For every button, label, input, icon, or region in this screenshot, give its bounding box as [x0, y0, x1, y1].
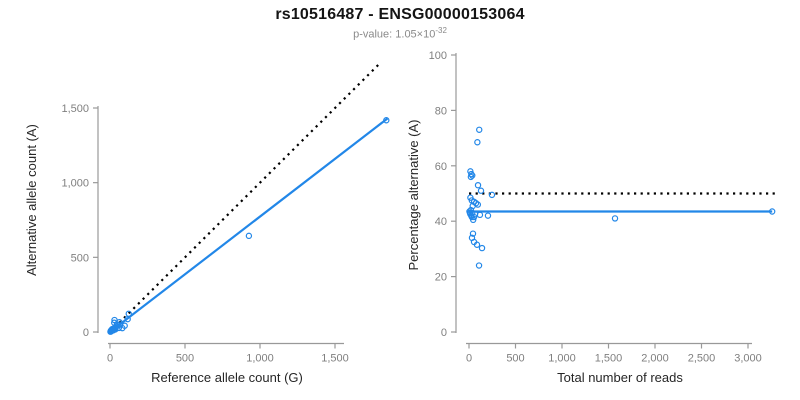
y-tick-label: 0 [441, 327, 447, 339]
y-tick-label: 80 [435, 105, 447, 117]
y-tick-label: 40 [435, 216, 447, 228]
x-tick-label: 0 [107, 353, 113, 365]
data-point [611, 215, 619, 222]
data-point [484, 212, 492, 219]
y-tick-label: 60 [435, 161, 447, 173]
data-point [488, 191, 496, 199]
data-point [467, 173, 475, 181]
data-point [476, 126, 483, 133]
x-tick-label: 1,000 [548, 353, 576, 365]
x-axis-title: Total number of reads [557, 370, 683, 385]
y-tick-label: 0 [83, 327, 89, 339]
data-point [469, 172, 476, 179]
x-tick-label: 2,500 [688, 353, 716, 365]
y-axis-title: Percentage alternative (A) [406, 119, 421, 270]
data-point [474, 139, 481, 146]
y-axis-title: Alternative allele count (A) [24, 124, 39, 276]
left-scatter-panel: 0 500 1,000 1,500 0 500 1,000 1,500 Reference al… [24, 62, 390, 385]
data-point [768, 208, 776, 215]
data-point [124, 315, 131, 323]
x-tick-label: 0 [466, 353, 472, 365]
y-tick-label: 1,000 [61, 178, 89, 190]
x-tick-label: 500 [176, 353, 194, 365]
fit-line [109, 117, 389, 333]
figure-title: rs10516487 - ENSG00000153064 [275, 6, 525, 23]
data-point [469, 216, 477, 224]
data-point [476, 211, 484, 219]
x-tick-label: 1,000 [246, 353, 274, 365]
x-axis-title: Reference allele count (G) [151, 370, 303, 385]
figure-subtitle: p-value: 1.05×10-32 [0, 26, 800, 41]
x-tick-label: 1,500 [595, 353, 623, 365]
right-scatter-panel: 0 20 40 60 80 100 0 500 1,000 1,500 2,000 2,500 3,00… [406, 50, 776, 385]
data-point [112, 326, 119, 333]
x-tick-label: 1,500 [321, 353, 349, 365]
data-point [477, 187, 485, 194]
identity-line [109, 62, 381, 333]
data-point [469, 230, 477, 237]
x-tick-label: 2,000 [641, 353, 669, 365]
data-point [475, 262, 483, 269]
x-tick-label: 3,000 [734, 353, 762, 365]
data-point [115, 324, 123, 332]
x-tick-label: 500 [506, 353, 524, 365]
y-tick-label: 1,500 [61, 103, 89, 115]
y-tick-label: 20 [435, 272, 447, 284]
data-point [245, 232, 253, 240]
y-tick-label: 500 [71, 252, 89, 264]
y-tick-label: 100 [429, 50, 447, 62]
pvalue-exponent: -32 [435, 26, 447, 35]
data-point [473, 241, 481, 248]
data-point [474, 181, 482, 189]
data-point [119, 324, 126, 332]
pvalue-text: p-value: 1.05×10 [353, 28, 436, 41]
data-point [383, 117, 390, 124]
data-point [478, 244, 486, 252]
data-point [470, 213, 478, 221]
